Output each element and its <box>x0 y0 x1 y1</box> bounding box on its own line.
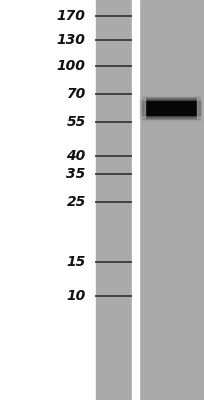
Bar <box>142 98 200 99</box>
Bar <box>142 99 200 100</box>
Text: 130: 130 <box>57 33 86 47</box>
Text: 10: 10 <box>67 289 86 303</box>
Text: 70: 70 <box>67 87 86 101</box>
Bar <box>142 104 200 105</box>
Bar <box>142 103 200 104</box>
Bar <box>142 119 200 120</box>
Bar <box>142 96 200 97</box>
Bar <box>142 110 200 111</box>
Bar <box>142 117 200 118</box>
Bar <box>142 106 200 107</box>
Text: 25: 25 <box>67 195 86 209</box>
Bar <box>142 97 200 98</box>
Bar <box>142 111 200 112</box>
Bar <box>142 100 200 101</box>
Bar <box>132 0 139 400</box>
Bar <box>142 107 200 108</box>
Bar <box>142 100 200 101</box>
Bar <box>142 118 200 119</box>
Bar <box>142 110 200 111</box>
Text: 35: 35 <box>67 167 86 181</box>
Bar <box>142 109 200 110</box>
Text: 15: 15 <box>67 255 86 269</box>
Bar <box>142 101 200 102</box>
Bar <box>142 104 200 105</box>
Bar <box>142 101 200 115</box>
Bar <box>142 101 200 102</box>
Bar <box>142 103 200 104</box>
Bar <box>142 105 200 106</box>
Bar <box>142 118 200 119</box>
Bar <box>142 113 200 114</box>
Bar <box>140 98 145 118</box>
Bar <box>142 117 200 118</box>
Bar <box>142 107 200 108</box>
Bar <box>142 98 200 99</box>
Bar <box>142 115 200 116</box>
Bar <box>142 109 200 110</box>
Bar <box>142 114 200 115</box>
Text: 100: 100 <box>57 59 86 73</box>
Text: 40: 40 <box>67 149 86 163</box>
Bar <box>142 116 200 117</box>
Bar <box>197 98 202 118</box>
Bar <box>142 97 200 98</box>
Bar <box>142 119 200 120</box>
Bar <box>142 111 200 112</box>
Bar <box>142 113 200 114</box>
Bar <box>142 108 200 109</box>
Bar <box>142 102 200 103</box>
Bar <box>142 99 200 100</box>
Bar <box>142 96 200 97</box>
Bar <box>96 0 131 400</box>
Bar <box>142 105 200 106</box>
Text: 170: 170 <box>57 9 86 23</box>
Bar <box>139 0 204 400</box>
Bar <box>142 115 200 116</box>
Bar <box>142 106 200 107</box>
Bar <box>142 102 200 103</box>
Bar <box>142 108 200 109</box>
Bar <box>142 114 200 115</box>
Text: 55: 55 <box>67 115 86 129</box>
Bar <box>142 116 200 117</box>
Bar <box>142 112 200 113</box>
Bar <box>142 112 200 113</box>
